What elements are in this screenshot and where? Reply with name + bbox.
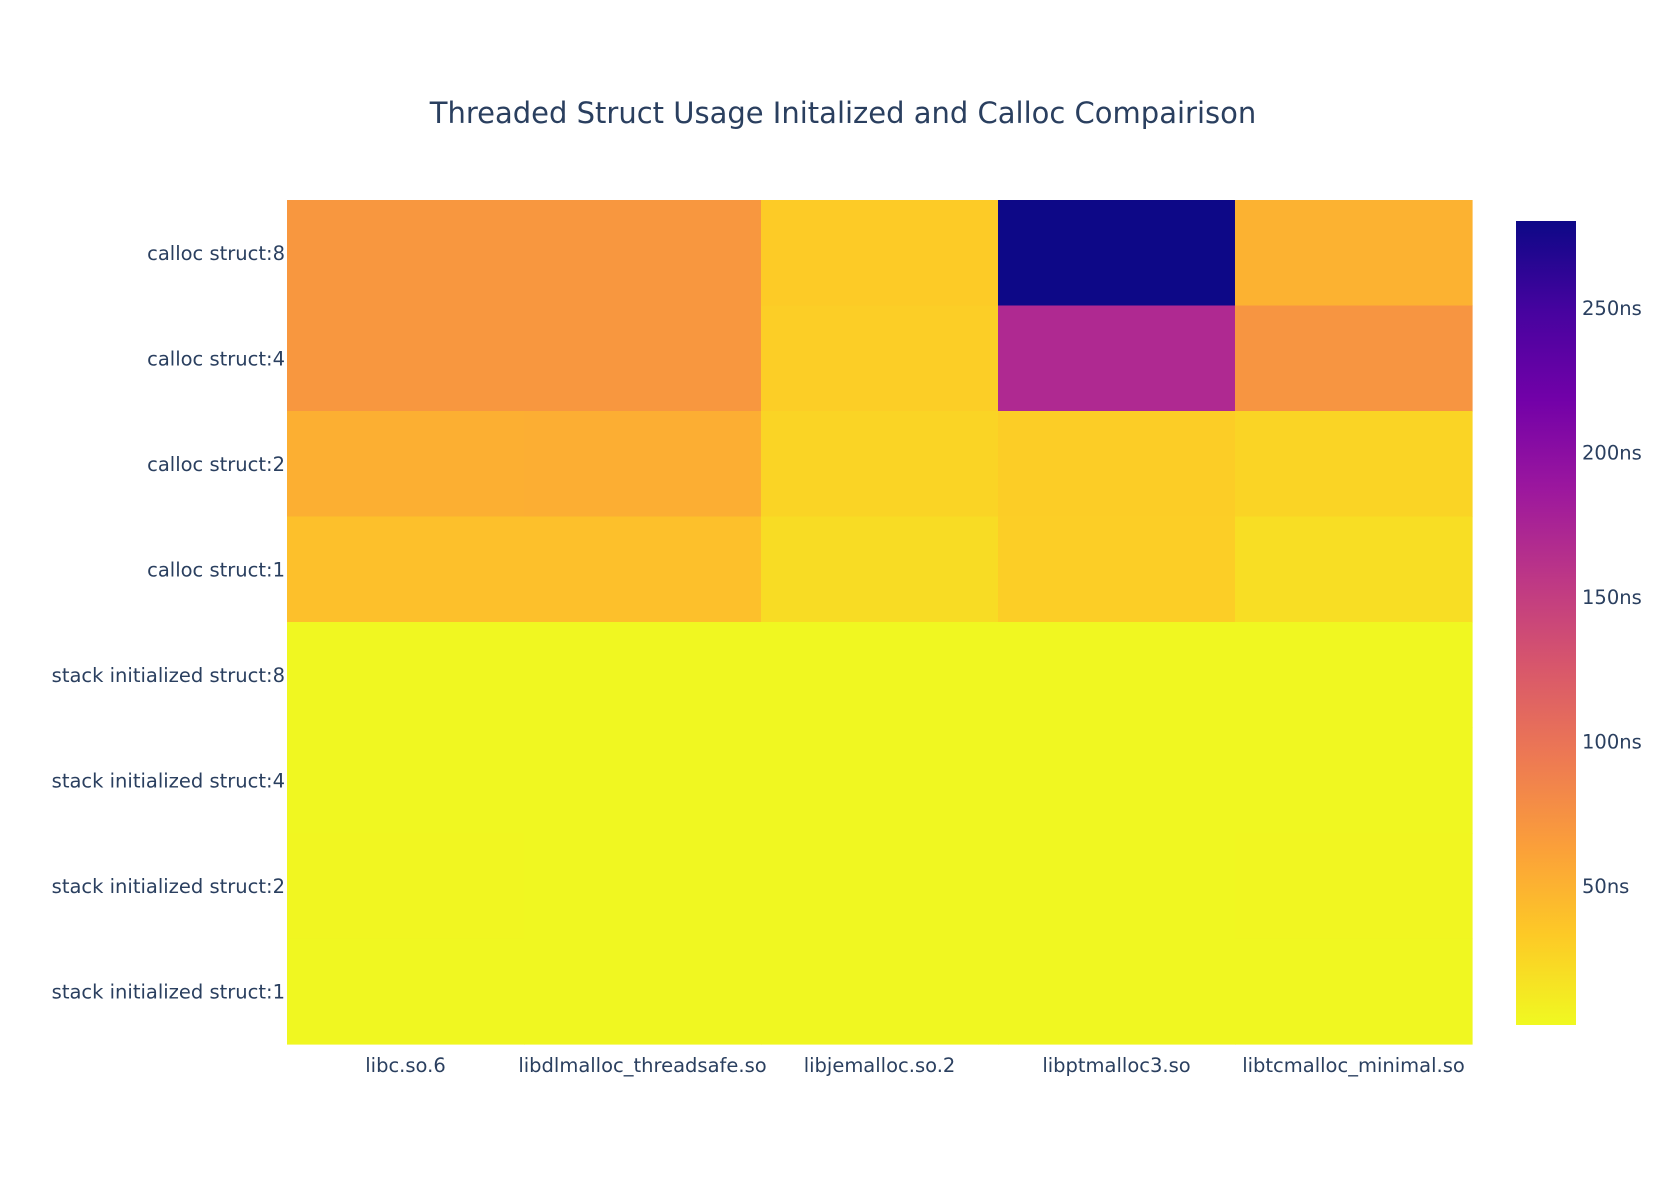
heatmap-cell	[524, 938, 762, 1045]
heatmap-cell	[998, 833, 1236, 940]
y-tick-label: calloc struct:8	[147, 242, 285, 265]
colorbar-tick-label: 150ns	[1582, 586, 1642, 609]
heatmap-cell	[1235, 200, 1473, 307]
heatmap-cell	[1235, 622, 1473, 729]
x-tick-label: libdlmalloc_threadsafe.so	[518, 1054, 766, 1077]
heatmap-cell	[1235, 516, 1473, 623]
heatmap-cell	[287, 200, 525, 307]
heatmap-cell	[524, 727, 762, 834]
heatmap-cell	[761, 305, 999, 412]
heatmap-cell	[1235, 305, 1473, 412]
chart-title: Threaded Struct Usage Initalized and Cal…	[429, 96, 1257, 130]
heatmap-cell	[998, 622, 1236, 729]
y-tick-label: stack initialized struct:1	[52, 980, 285, 1003]
y-tick-label: calloc struct:2	[147, 453, 285, 476]
heatmap-cell	[998, 727, 1236, 834]
heatmap-cell	[761, 411, 999, 518]
heatmap-cell	[524, 833, 762, 940]
heatmap-cell	[761, 833, 999, 940]
y-tick-label: calloc struct:1	[147, 558, 285, 581]
x-tick-label: libc.so.6	[365, 1054, 446, 1077]
y-tick-label: stack initialized struct:2	[52, 875, 285, 898]
heatmap-cell	[761, 938, 999, 1045]
heatmap-cell	[287, 516, 525, 623]
heatmap-cell	[524, 411, 762, 518]
x-tick-label: libptmalloc3.so	[1042, 1054, 1190, 1077]
y-tick-label: stack initialized struct:4	[52, 769, 285, 792]
y-axis-tick-labels: calloc struct:8 calloc struct:4 calloc str…	[52, 242, 285, 1004]
colorbar-tick-labels: 50ns 100ns 150ns 200ns 250ns	[1582, 297, 1642, 898]
heatmap-cell	[287, 622, 525, 729]
y-tick-label: calloc struct:4	[147, 347, 285, 370]
heatmap-cell	[761, 516, 999, 623]
heatmap-cell	[998, 938, 1236, 1045]
heatmap-cell	[287, 411, 525, 518]
colorbar-tick-label: 250ns	[1582, 297, 1642, 320]
heatmap-cell	[287, 305, 525, 412]
x-axis-tick-labels: libc.so.6 libdlmalloc_threadsafe.so libjem…	[365, 1054, 1465, 1077]
heatmap-cell	[1235, 411, 1473, 518]
colorbar-tick-label: 50ns	[1582, 875, 1629, 898]
heatmap-cell	[1235, 833, 1473, 940]
heatmap-cell	[1235, 938, 1473, 1045]
x-tick-label: libjemalloc.so.2	[804, 1054, 956, 1077]
y-tick-label: stack initialized struct:8	[52, 664, 285, 687]
heatmap-cell	[524, 516, 762, 623]
colorbar-tick-label: 200ns	[1582, 441, 1642, 464]
heatmap-cell	[998, 200, 1236, 307]
heatmap-cell	[524, 305, 762, 412]
heatmap-cell	[998, 305, 1236, 412]
heatmap-cell	[1235, 727, 1473, 834]
heatmap-cell	[524, 200, 762, 307]
heatmap-cell	[761, 622, 999, 729]
heatmap-cell	[287, 938, 525, 1045]
colorbar	[1516, 221, 1576, 1025]
heatmap-cell	[287, 833, 525, 940]
heatmap-cell	[524, 622, 762, 729]
x-tick-label: libtcmalloc_minimal.so	[1242, 1054, 1465, 1077]
heatmap-cell	[998, 411, 1236, 518]
colorbar-tick-label: 100ns	[1582, 731, 1642, 754]
heatmap-cell	[287, 727, 525, 834]
heatmap-cell	[998, 516, 1236, 623]
heatmap-cell	[761, 727, 999, 834]
heatmap-cells	[287, 200, 1473, 1045]
heatmap-cell	[761, 200, 999, 307]
